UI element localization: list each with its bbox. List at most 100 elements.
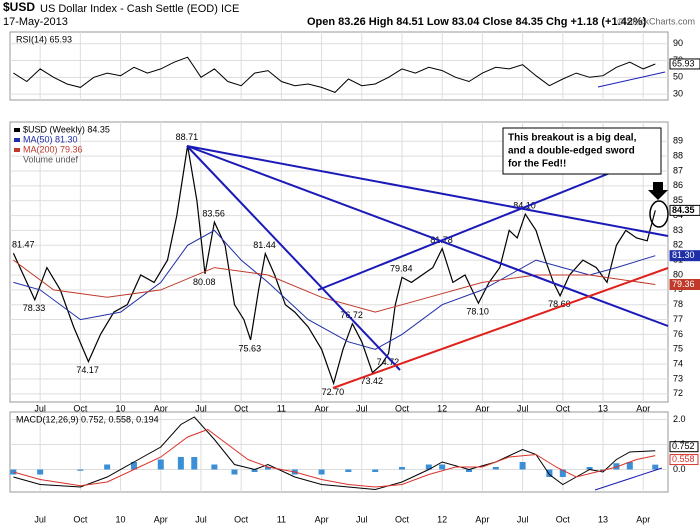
trendline	[594, 467, 663, 491]
y-tick-label: 90	[673, 38, 683, 48]
x-tick-label: Apr	[154, 403, 168, 413]
x-tick-label: Apr	[154, 514, 168, 524]
x-tick-label: Apr	[636, 403, 650, 413]
price-annotation: 72.70	[322, 387, 345, 397]
histogram-bar	[398, 467, 405, 470]
x-tick-label: 10	[116, 514, 126, 524]
last-value-label: 79.36	[672, 279, 695, 289]
legend: $USD (Weekly) 84.35	[23, 124, 110, 134]
x-tick-label: Oct	[395, 514, 410, 524]
last-value-label: 81.30	[672, 250, 695, 260]
series-line	[13, 229, 656, 350]
legend-swatch	[14, 148, 20, 152]
arrow	[648, 182, 668, 200]
x-tick-label: Jul	[517, 514, 529, 524]
histogram-bar	[465, 469, 472, 472]
note-line: for the Fed!!	[508, 159, 566, 170]
trendline	[186, 145, 669, 237]
histogram-bar	[652, 464, 659, 470]
y-tick-label: 87	[673, 165, 683, 175]
histogram-bar	[372, 469, 379, 472]
y-tick-label: 82	[673, 240, 683, 250]
legend: MA(50) 81.30	[23, 134, 78, 144]
x-tick-label: 13	[598, 514, 608, 524]
series-line	[13, 428, 656, 488]
trendline	[597, 71, 666, 88]
x-tick-label: Oct	[395, 403, 410, 413]
histogram-bar	[231, 469, 238, 475]
last-value-label: 84.35	[672, 205, 695, 215]
series-line	[13, 259, 656, 313]
legend: MA(200) 79.36	[23, 144, 83, 154]
histogram-bar	[211, 464, 218, 470]
y-tick-label: 86	[673, 180, 683, 190]
price-annotation: 78.10	[466, 307, 489, 317]
credit: © StockCharts.com	[617, 16, 695, 26]
histogram-bar	[626, 462, 633, 470]
x-tick-label: Jul	[195, 514, 207, 524]
histogram-bar	[177, 457, 184, 470]
x-tick-label: Oct	[73, 514, 88, 524]
highlight-circle	[649, 200, 669, 228]
trendline	[317, 172, 611, 291]
histogram-bar	[345, 469, 352, 472]
legend-swatch	[14, 138, 20, 142]
price-annotation: 78.33	[23, 303, 46, 313]
x-tick-label: 10	[116, 403, 126, 413]
histogram-bar	[425, 464, 432, 470]
x-tick-label: Oct	[234, 514, 249, 524]
y-tick-label: 75	[673, 344, 683, 354]
x-tick-label: Apr	[636, 514, 650, 524]
last-value-box	[669, 250, 700, 262]
histogram-bar	[191, 457, 198, 470]
price-annotation: 81.47	[12, 240, 35, 250]
y-tick-label: 50	[673, 72, 683, 82]
histogram-bar	[157, 459, 164, 470]
trendline	[186, 145, 401, 371]
histogram-bar	[130, 462, 137, 470]
y-tick-label: 74	[673, 358, 683, 368]
x-tick-label: Jul	[517, 403, 529, 413]
date: 17-May-2013	[3, 16, 68, 28]
y-tick-label: 30	[673, 88, 683, 98]
price-annotation: 76.72	[340, 310, 363, 320]
price-annotation: 84.10	[513, 200, 536, 210]
histogram-bar	[318, 469, 325, 475]
panel-frame	[9, 31, 669, 101]
x-tick-label: Oct	[556, 403, 571, 413]
last-value-label: 0.752	[672, 441, 695, 451]
note-line: and a double-edged sword	[508, 146, 635, 157]
last-value-box	[669, 204, 700, 216]
price-annotation: 79.84	[390, 264, 413, 274]
x-tick-label: Jul	[34, 514, 46, 524]
y-tick-label: 73	[673, 373, 683, 383]
price-annotation: 74.72	[377, 357, 400, 367]
price-annotation: 74.17	[76, 365, 99, 375]
histogram-bar	[492, 467, 499, 470]
last-value-box	[669, 279, 700, 291]
series-line	[13, 56, 656, 93]
legend: RSI(14) 65.93	[16, 34, 72, 44]
price-annotation: 83.56	[202, 208, 225, 218]
x-tick-label: Jul	[195, 403, 207, 413]
x-tick-label: Jul	[356, 514, 368, 524]
y-tick-label: 76	[673, 329, 683, 339]
panels: 30507090RSI(14) 65.9365.93JulOct10AprJul…	[9, 31, 700, 524]
histogram-bar	[104, 464, 111, 470]
y-tick-label: 77	[673, 314, 683, 324]
last-value-box	[669, 441, 699, 453]
y-tick-label: 72	[673, 388, 683, 398]
histogram-bar	[546, 469, 553, 477]
price-annotation: 88.71	[176, 132, 199, 142]
x-tick-label: Apr	[315, 403, 329, 413]
panel-frame	[9, 411, 669, 493]
quote: Open 83.26 High 84.51 Low 83.04 Close 84…	[307, 16, 647, 28]
histogram-bar	[77, 469, 84, 471]
x-tick-label: 11	[277, 403, 286, 413]
y-tick-label: 80	[673, 269, 683, 279]
price-annotation: 78.60	[548, 299, 571, 309]
instrument-name: US Dollar Index - Cash Settle (EOD) ICE	[40, 3, 239, 15]
y-tick-label: 88	[673, 151, 683, 161]
price-annotation: 73.42	[361, 376, 384, 386]
x-tick-label: Jul	[356, 403, 368, 413]
